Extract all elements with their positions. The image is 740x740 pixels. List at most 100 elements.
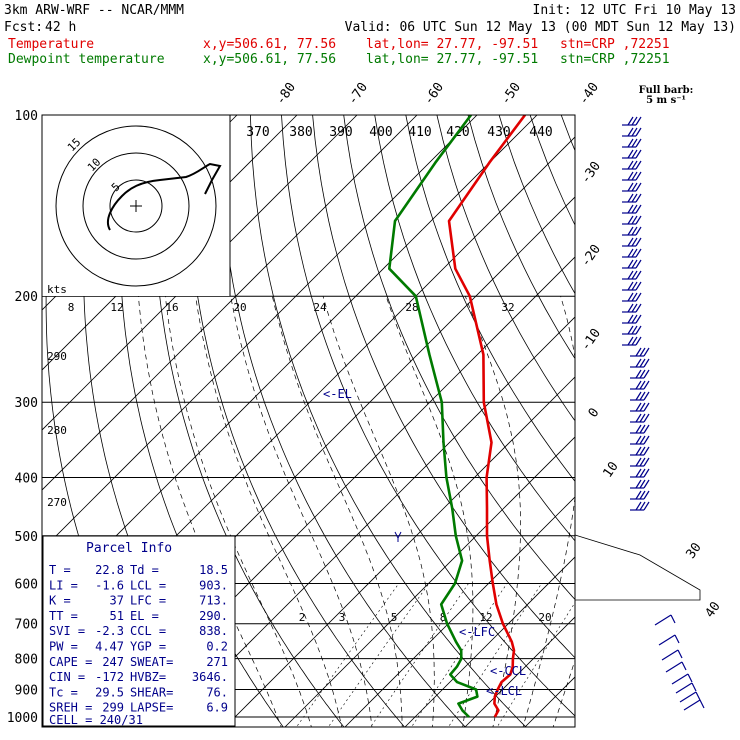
wind-barb-flag bbox=[643, 468, 650, 478]
isotherm-label: -80 bbox=[273, 80, 299, 108]
wind-barb-flag bbox=[639, 358, 646, 368]
wind-barb-flag bbox=[635, 281, 642, 291]
wind-barb-flag bbox=[635, 237, 642, 247]
wind-barb-flag bbox=[635, 402, 642, 412]
legend-dewpoint-latlon: lat,lon= 27.77, -97.51 bbox=[366, 52, 538, 67]
dry-adiabat bbox=[582, 88, 740, 730]
wind-barb-flag bbox=[635, 325, 642, 335]
moist-adiabat bbox=[195, 296, 343, 727]
wind-barb-flag bbox=[635, 248, 642, 258]
hodo-ring-10 bbox=[82, 152, 190, 260]
dry-adiabat bbox=[374, 115, 575, 542]
theta-side-label: 270 bbox=[47, 496, 67, 509]
wind-barb-flag bbox=[635, 160, 642, 170]
dry-adiabat bbox=[733, 88, 740, 730]
moist-adiabat bbox=[552, 659, 575, 727]
wind-barb-flag bbox=[635, 303, 642, 313]
mixing-ratio-label: 28 bbox=[405, 301, 418, 314]
wind-barb-flag bbox=[674, 634, 680, 644]
isotherm-line bbox=[42, 115, 538, 611]
wind-barb-flag bbox=[643, 435, 650, 445]
wind-barb-flag bbox=[635, 468, 642, 478]
wind-barb-flag bbox=[639, 479, 646, 489]
hodo-ring-5 bbox=[109, 179, 163, 233]
dry-adiabat bbox=[218, 115, 466, 727]
temperature-line bbox=[447, 115, 527, 718]
wind-barb-flag bbox=[635, 347, 642, 357]
dry-adiabat bbox=[281, 115, 575, 717]
mixing-ratio-label: 8 bbox=[68, 301, 75, 314]
wind-barb-flag bbox=[635, 380, 642, 390]
legend-dewpoint-xy: x,y=506.61, 77.56 bbox=[203, 52, 336, 67]
moist-adiabat bbox=[385, 296, 474, 727]
parcel-key: CIN = bbox=[49, 670, 85, 684]
wind-barb-flag bbox=[631, 138, 638, 148]
isotherm-line bbox=[404, 556, 575, 727]
theta-label: 430 bbox=[487, 125, 510, 140]
parcel-value: 299 bbox=[102, 701, 124, 715]
theta-label: 370 bbox=[246, 125, 269, 140]
dry-adiabat bbox=[312, 115, 575, 659]
parcel-key: HVBZ= bbox=[130, 670, 166, 684]
mixing-ratio-label: 3 bbox=[339, 611, 346, 624]
isotherm-line bbox=[344, 496, 575, 727]
kts-label: kts bbox=[47, 283, 67, 296]
isotherm-line bbox=[224, 376, 575, 727]
wind-barb-flag bbox=[635, 226, 642, 236]
mixing-ratio-line bbox=[411, 583, 508, 727]
dry-adiabat bbox=[405, 115, 575, 482]
sounding-series bbox=[387, 115, 527, 718]
wind-barb-flag bbox=[627, 325, 634, 335]
wind-barb-flag bbox=[631, 149, 638, 159]
parcel-value: 37 bbox=[110, 594, 124, 608]
wind-barb-flag bbox=[639, 501, 646, 511]
wind-barb-flag bbox=[670, 614, 676, 624]
wind-barb-flag bbox=[643, 347, 650, 357]
mixing-ratio-label: 32 bbox=[501, 301, 514, 314]
parcel-key: EL = bbox=[130, 609, 159, 623]
wind-barb-flag bbox=[627, 160, 634, 170]
mixing-ratio-line bbox=[370, 583, 469, 727]
wind-barb-flag bbox=[639, 435, 646, 445]
parcel-key: TT = bbox=[49, 609, 78, 623]
moist-adiabat bbox=[322, 296, 435, 727]
parcel-key: PW = bbox=[49, 640, 78, 654]
wind-barb bbox=[654, 614, 672, 626]
isotherm-line bbox=[464, 616, 575, 727]
wind-barb-flag bbox=[635, 149, 642, 159]
wind-barb-flag bbox=[627, 292, 634, 302]
parcel-value: 271 bbox=[206, 655, 228, 669]
isotherm-line bbox=[702, 87, 740, 729]
wind-barb-flag bbox=[639, 457, 646, 467]
wind-barb-flag bbox=[627, 314, 634, 324]
isotherm-line bbox=[284, 436, 575, 727]
isotherm-line bbox=[42, 115, 418, 491]
isotherm-line bbox=[642, 87, 740, 729]
barb-legend-unit: 5 m s⁻¹ bbox=[646, 95, 686, 106]
wind-barb-flag bbox=[639, 424, 646, 434]
wind-barb-flag bbox=[639, 391, 646, 401]
hodograph: 5 10 15 kts bbox=[42, 115, 231, 296]
wind-barb-flag bbox=[643, 479, 650, 489]
parcel-value: 713. bbox=[199, 594, 228, 608]
mixing-ratio-line bbox=[496, 602, 575, 727]
parcel-key: LCL = bbox=[130, 578, 166, 592]
pressure-tick-600: 600 bbox=[15, 577, 38, 592]
wind-barb-flag bbox=[643, 501, 650, 511]
wind-barb-flag bbox=[631, 127, 638, 137]
wind-barb-flag bbox=[631, 281, 638, 291]
wind-barb-flag bbox=[631, 292, 638, 302]
wind-barb-flag bbox=[631, 160, 638, 170]
pressure-tick-500: 500 bbox=[15, 530, 38, 545]
isotherm-line bbox=[42, 115, 478, 551]
dry-adiabat bbox=[249, 115, 527, 727]
wind-barbs bbox=[622, 116, 705, 711]
dry-adiabat bbox=[498, 115, 575, 295]
mixing-ratio-label: 12 bbox=[479, 611, 492, 624]
parcel-key: YGP = bbox=[130, 640, 166, 654]
wind-barb-flag bbox=[631, 215, 638, 225]
wind-barb-flag bbox=[687, 673, 693, 683]
wind-barb-flag bbox=[643, 402, 650, 412]
wind-barb-flag bbox=[627, 215, 634, 225]
